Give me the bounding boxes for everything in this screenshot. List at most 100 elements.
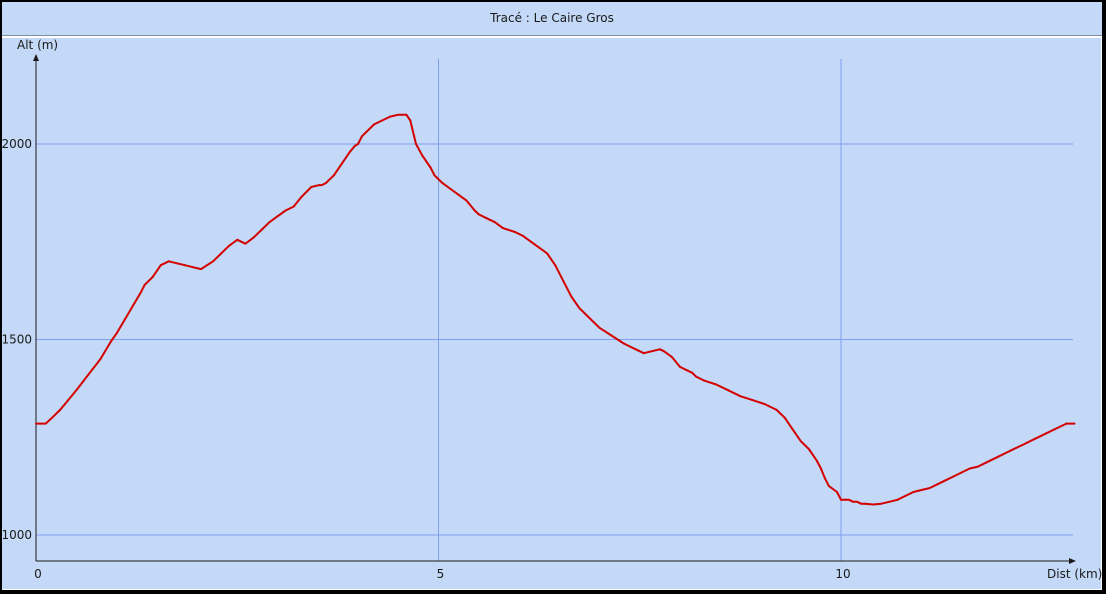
y-axis-arrow [33,54,39,61]
elevation-point [252,236,255,239]
elevation-point [570,295,573,298]
elevation-point [441,182,444,185]
elevation-point [276,215,279,218]
elevation-point [139,291,142,294]
grid [36,59,1073,561]
elevation-point [75,389,78,392]
title-separator-highlight [2,36,1102,38]
elevation-point [783,416,786,419]
elevation-point [634,348,637,351]
elevation-point [1009,449,1011,452]
elevation-point [775,408,778,411]
x-axis-label: Dist (km) [1047,567,1102,581]
elevation-point [292,205,295,208]
elevation-point [228,244,231,247]
elevation-point [429,166,432,169]
elevation-point [662,350,665,353]
elevation-point [318,184,321,187]
elevation-point [433,174,436,177]
elevation-point [268,221,271,224]
elevation-point [51,416,54,419]
elevation-point [284,209,287,212]
elevation-point [807,448,810,450]
elevation-point [115,332,118,335]
elevation-point [522,234,524,237]
elevation-point [598,326,601,329]
elevation-point [501,227,504,230]
axes [33,54,1076,564]
elevation-point [389,115,392,118]
elevation-point [864,502,867,505]
x-axis-arrow [1069,558,1076,564]
elevation-point [473,209,476,212]
elevation-point [44,422,47,425]
elevation-point [546,252,549,255]
elevation-point [912,491,915,493]
elevation-point [715,383,718,386]
elevation-point [920,489,923,491]
elevation-point [1065,422,1068,425]
elevation-point [310,186,313,188]
elevation-point [691,371,694,374]
elevation-point [658,348,661,351]
elevation-point [530,240,533,243]
elevation-point [538,246,541,249]
elevation-point [183,264,186,267]
elevation-point [457,193,460,196]
x-tick-label-0: 0 [34,567,42,581]
elevation-point [332,174,335,177]
elevation-point [192,266,194,269]
elevation-point [944,479,947,482]
y-tick-label-1500: 1500 [2,333,32,347]
elevation-point [840,498,842,501]
elevation-point [650,350,653,353]
elevation-point [968,467,971,470]
y-axis-label: Alt (m) [17,38,58,52]
elevation-point [200,268,202,271]
elevation-point [109,340,112,343]
elevation-point [860,502,863,505]
elevation-point [373,123,376,126]
elevation-point [578,307,581,310]
x-tick-label-5: 5 [437,567,445,581]
elevation-point [143,283,146,286]
elevation-point [751,399,754,402]
y-tick-label-2000: 2000 [2,137,32,151]
elevation-point [997,455,999,458]
elevation-point [799,440,802,443]
elevation-point [586,315,589,317]
elevation-point [952,475,955,478]
elevation-point [315,184,318,187]
elevation-point [856,500,859,503]
elevation-point [739,395,742,398]
elevation-point [642,352,645,355]
elevation-point [159,264,162,267]
elevation-point [880,502,883,505]
elevation-point [904,494,907,497]
elevation-point [477,213,480,216]
elevation-line [36,113,1075,506]
elevation-point [340,162,343,165]
elevation-point [324,182,327,185]
elevation-point [493,221,496,224]
elevation-point [827,485,830,488]
elevation-point [123,318,126,321]
elevation-point [695,375,698,378]
elevation-point [397,113,400,116]
elevation-point [365,131,367,134]
elevation-point [852,500,855,503]
elevation-point [151,275,154,278]
elevation-point [99,358,102,361]
elevation-point [67,399,70,402]
elevation-point [35,422,37,425]
elevation-point [1033,438,1036,441]
elevation-point [348,150,351,153]
elevation-point [465,199,468,202]
elevation-point [848,498,850,501]
chart-title: Tracé : Le Caire Gros [490,11,614,25]
elevation-point [244,242,247,245]
x-tick-label-10: 10 [835,567,850,581]
elevation-point [449,188,452,190]
